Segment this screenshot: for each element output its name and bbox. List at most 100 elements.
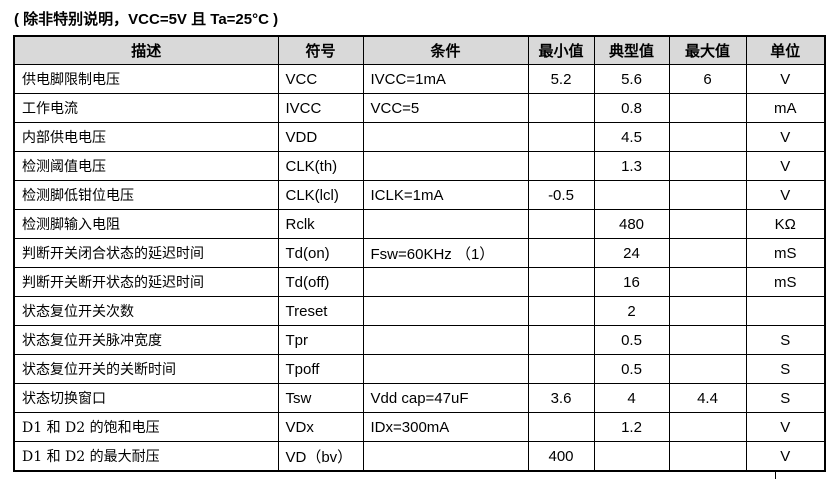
table-cell: V [745,122,826,152]
header-cell: 符号 [277,35,364,65]
table-cell: 检测脚输入电阻 [13,209,279,239]
table-row: 状态复位开关次数 Treset 2 [13,296,826,326]
header-cell: 条件 [362,35,529,65]
table-cell: VDD [277,122,364,152]
table-cell: V [745,412,826,442]
table-cell: 4.4 [668,383,747,413]
table-cell [745,296,826,326]
table-row: 判断开关断开状态的延迟时间 Td(off) 16 mS [13,267,826,297]
table-cell: 4.5 [593,122,670,152]
table-cell: Rclk [277,209,364,239]
table-cell [362,209,529,239]
table-cell: Treset [277,296,364,326]
table-cell: 6 [668,64,747,94]
table-cell [362,122,529,152]
table-cell: 400 [527,441,595,472]
table-cell: ICLK=1mA [362,180,529,210]
table-cell: 供电脚限制电压 [13,64,279,94]
table-cell [362,441,529,472]
table-cell [527,267,595,297]
table-row: 判断开关闭合状态的延迟时间 Td(on) Fsw=60KHz （1） 24 mS [13,238,826,268]
table-cell: VCC [277,64,364,94]
table-cell: mS [745,238,826,268]
table-cell [527,93,595,123]
table-cell: 判断开关闭合状态的延迟时间 [13,238,279,268]
table-cell [527,122,595,152]
table-cell: V [745,441,826,472]
table-cell: 判断开关断开状态的延迟时间 [13,267,279,297]
table-cell [668,296,747,326]
table-cell: CLK(lcl) [277,180,364,210]
page-mark [775,470,776,479]
table-cell: Tpoff [277,354,364,384]
spec-table: 描述 符号 条件 最小值 典型值 最大值 单位 供电脚限制电压 VCC IVCC=1mA 5.2 5… [13,35,826,472]
table-cell: mS [745,267,826,297]
table-cell: 0.8 [593,93,670,123]
table-row: D1 和 D2 的最大耐压 VD（bv） 400 V [13,441,826,472]
table-cell [527,412,595,442]
table-cell: Tpr [277,325,364,355]
table-cell: S [745,383,826,413]
table-cell: Fsw=60KHz （1） [362,238,529,268]
table-cell: 检测阈值电压 [13,151,279,181]
table-cell: D1 和 D2 的最大耐压 [13,441,279,472]
table-row: 内部供电电压 VDD 4.5 V [13,122,826,152]
table-row: D1 和 D2 的饱和电压 VDx IDx=300mA 1.2 V [13,412,826,442]
table-row: 状态复位开关脉冲宽度 Tpr 0.5 S [13,325,826,355]
header-cell: 最大值 [668,35,747,65]
table-body: 供电脚限制电压 VCC IVCC=1mA 5.2 5.6 6 V 工作电流 IVCC VCC=5 0… [13,64,826,472]
table-cell [668,412,747,442]
table-cell: 1.2 [593,412,670,442]
table-cell [362,354,529,384]
table-cell: 工作电流 [13,93,279,123]
table-cell: -0.5 [527,180,595,210]
table-cell: 状态复位开关次数 [13,296,279,326]
table-cell: 2 [593,296,670,326]
table-cell [593,180,670,210]
table-cell: 状态切换窗口 [13,383,279,413]
table-cell: 480 [593,209,670,239]
table-cell [668,151,747,181]
table-cell [668,238,747,268]
table-cell: V [745,64,826,94]
table-cell: 16 [593,267,670,297]
table-cell [668,325,747,355]
table-cell [668,441,747,472]
table-cell: IVCC=1mA [362,64,529,94]
table-cell [668,93,747,123]
table-cell [668,354,747,384]
header-row: 描述 符号 条件 最小值 典型值 最大值 单位 [13,35,826,65]
table-row: 检测脚输入电阻 Rclk 480 KΩ [13,209,826,239]
table-cell [362,296,529,326]
title: ( 除非特别说明，VCC=5V 且 Ta=25°C ) [14,11,279,28]
table-cell: 5.2 [527,64,595,94]
table-cell: D1 和 D2 的饱和电压 [13,412,279,442]
table-cell: S [745,325,826,355]
header-cell: 典型值 [593,35,670,65]
table-row: 状态切换窗口 Tsw Vdd cap=47uF 3.6 4 4.4 S [13,383,826,413]
table-cell: Td(on) [277,238,364,268]
table-cell: KΩ [745,209,826,239]
header-cell: 描述 [13,35,279,65]
table-cell: 5.6 [593,64,670,94]
table-cell [668,267,747,297]
table-cell: mA [745,93,826,123]
table-cell: 0.5 [593,325,670,355]
table-cell [527,209,595,239]
table-cell: 3.6 [527,383,595,413]
table-cell: Td(off) [277,267,364,297]
table-cell: VDx [277,412,364,442]
table-cell [668,180,747,210]
table-row: 工作电流 IVCC VCC=5 0.8 mA [13,93,826,123]
table-cell [362,325,529,355]
table-cell [527,354,595,384]
table-cell [527,238,595,268]
table-cell [668,209,747,239]
table-cell: VD（bv） [277,441,364,472]
table-cell: 状态复位开关的关断时间 [13,354,279,384]
table-cell: V [745,151,826,181]
table-cell: V [745,180,826,210]
table-row: 供电脚限制电压 VCC IVCC=1mA 5.2 5.6 6 V [13,64,826,94]
table-cell [593,441,670,472]
